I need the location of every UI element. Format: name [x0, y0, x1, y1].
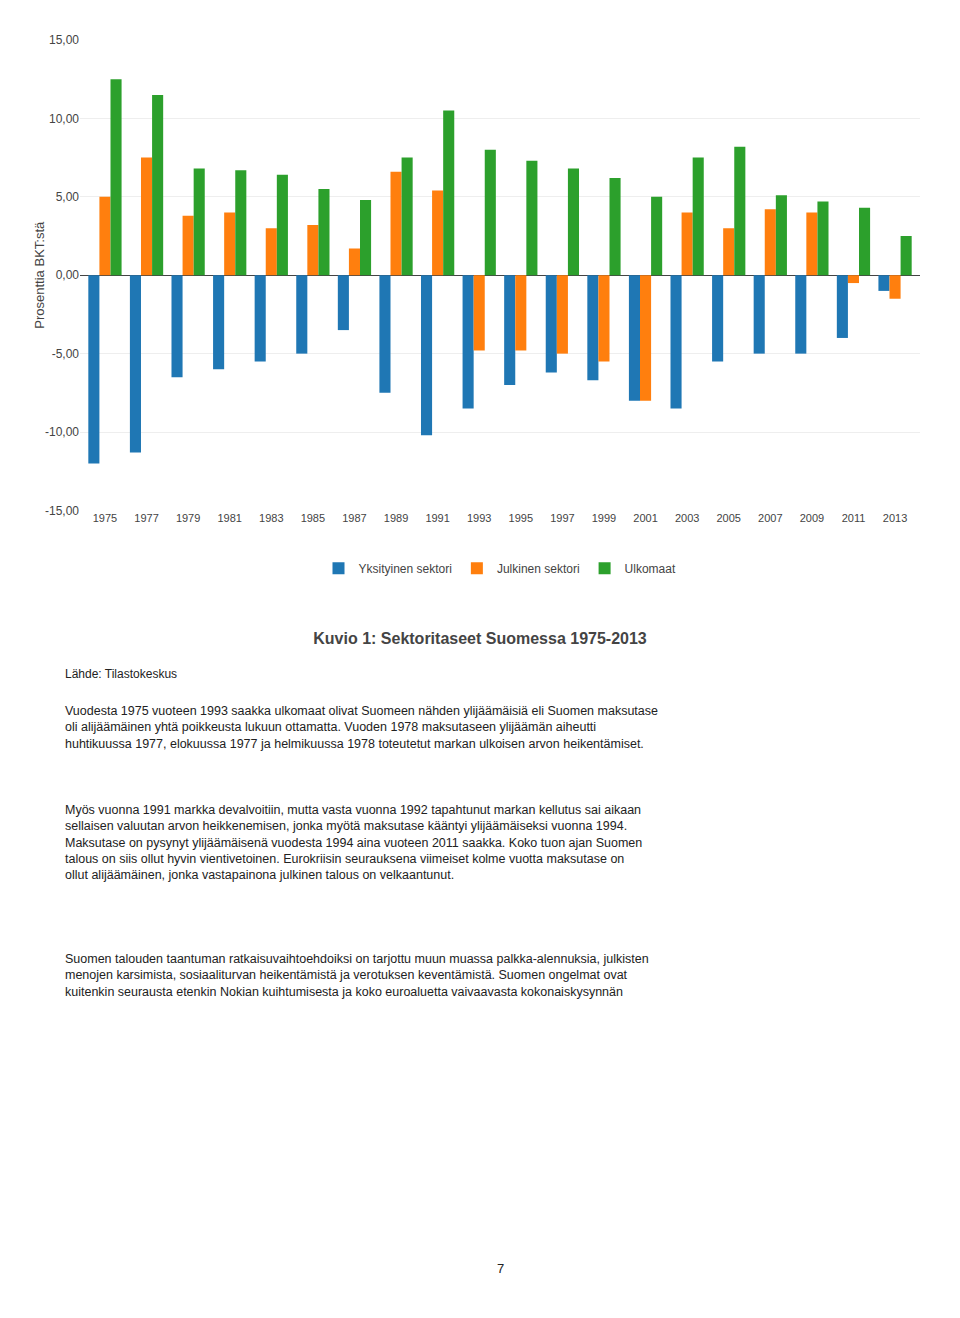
svg-text:2007: 2007 [758, 512, 782, 524]
svg-text:7: 7 [497, 1261, 504, 1276]
svg-text:2005: 2005 [716, 512, 740, 524]
svg-text:-15,00: -15,00 [45, 504, 79, 518]
svg-text:Yksityinen sektori: Yksityinen sektori [359, 562, 452, 576]
svg-text:1999: 1999 [592, 512, 616, 524]
svg-text:1993: 1993 [467, 512, 491, 524]
svg-text:1989: 1989 [384, 512, 408, 524]
svg-text:1997: 1997 [550, 512, 574, 524]
svg-text:Julkinen sektori: Julkinen sektori [497, 562, 580, 576]
svg-text:1991: 1991 [425, 512, 449, 524]
svg-text:Suomen talouden taantuman ratk: Suomen talouden taantuman ratkaisuvaihto… [65, 952, 649, 999]
svg-text:Prosenttia BKT:stä: Prosenttia BKT:stä [32, 221, 47, 329]
svg-text:10,00: 10,00 [49, 112, 79, 126]
svg-text:1985: 1985 [301, 512, 325, 524]
svg-text:2003: 2003 [675, 512, 699, 524]
svg-text:-5,00: -5,00 [52, 347, 80, 361]
svg-text:1981: 1981 [217, 512, 241, 524]
svg-text:Ulkomaat: Ulkomaat [625, 562, 676, 576]
svg-text:15,00: 15,00 [49, 33, 79, 47]
svg-text:1987: 1987 [342, 512, 366, 524]
svg-text:Kuvio 1: Sektoritaseet Suomess: Kuvio 1: Sektoritaseet Suomessa 1975-201… [313, 630, 647, 647]
svg-text:5,00: 5,00 [56, 190, 80, 204]
svg-text:1983: 1983 [259, 512, 283, 524]
svg-text:0,00: 0,00 [56, 268, 80, 282]
svg-text:2001: 2001 [633, 512, 657, 524]
svg-text:2013: 2013 [883, 512, 907, 524]
svg-text:1975: 1975 [93, 512, 117, 524]
svg-text:1977: 1977 [134, 512, 158, 524]
svg-text:2009: 2009 [800, 512, 824, 524]
svg-text:Lähde: Tilastokeskus: Lähde: Tilastokeskus [65, 667, 177, 681]
svg-text:1979: 1979 [176, 512, 200, 524]
svg-text:1995: 1995 [509, 512, 533, 524]
svg-text:2011: 2011 [842, 512, 866, 524]
svg-text:Vuodesta 1975 vuoteen 1993 saa: Vuodesta 1975 vuoteen 1993 saakka ulkoma… [65, 704, 658, 751]
svg-text:Myös vuonna 1991 markka devalv: Myös vuonna 1991 markka devalvoitiin, mu… [65, 803, 642, 882]
svg-text:-10,00: -10,00 [45, 425, 79, 439]
